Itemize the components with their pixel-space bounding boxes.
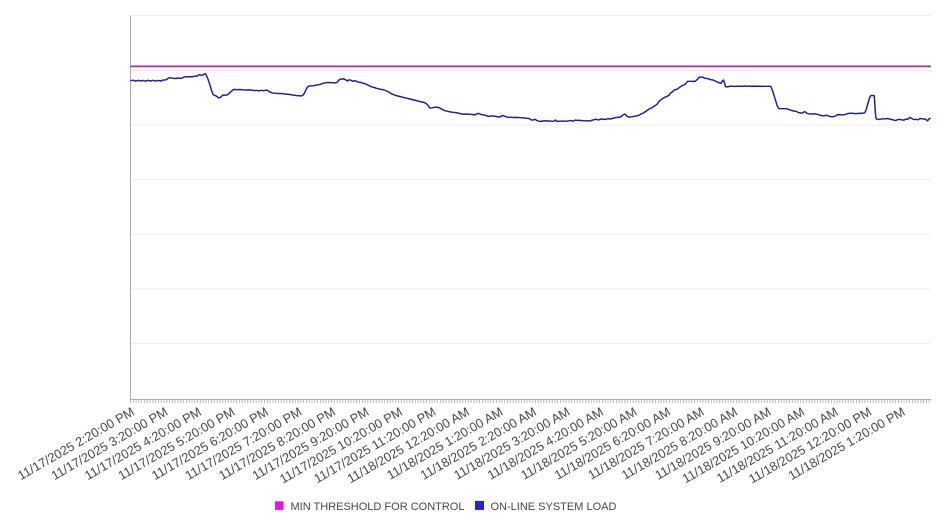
svg-text:MIN THRESHOLD FOR CONTROL: MIN THRESHOLD FOR CONTROL bbox=[291, 501, 465, 513]
svg-text:ON-LINE SYSTEM LOAD: ON-LINE SYSTEM LOAD bbox=[491, 501, 617, 513]
